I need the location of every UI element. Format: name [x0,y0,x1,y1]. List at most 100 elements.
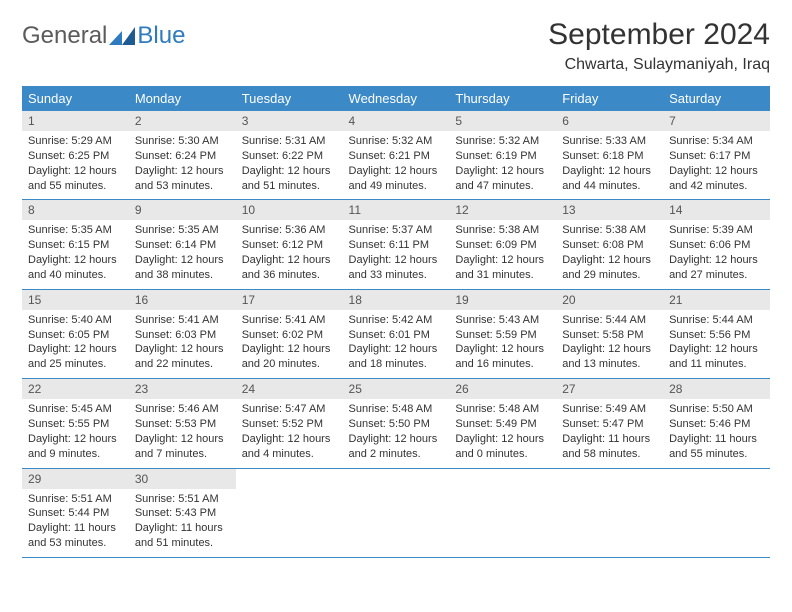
calendar-day-cell: 20Sunrise: 5:44 AMSunset: 5:58 PMDayligh… [556,289,663,378]
daylight-text: Daylight: 12 hours and 2 minutes. [349,432,444,462]
sunrise-text: Sunrise: 5:31 AM [242,134,337,149]
sunrise-text: Sunrise: 5:48 AM [455,402,550,417]
day-body: Sunrise: 5:50 AMSunset: 5:46 PMDaylight:… [663,399,770,467]
sunset-text: Sunset: 5:55 PM [28,417,123,432]
day-body: Sunrise: 5:49 AMSunset: 5:47 PMDaylight:… [556,399,663,467]
sunset-text: Sunset: 6:18 PM [562,149,657,164]
sunset-text: Sunset: 6:09 PM [455,238,550,253]
day-body: Sunrise: 5:44 AMSunset: 5:58 PMDaylight:… [556,310,663,378]
calendar-day-cell: 16Sunrise: 5:41 AMSunset: 6:03 PMDayligh… [129,289,236,378]
sunset-text: Sunset: 6:02 PM [242,328,337,343]
calendar-day-cell: 15Sunrise: 5:40 AMSunset: 6:05 PMDayligh… [22,289,129,378]
calendar-day-cell: 23Sunrise: 5:46 AMSunset: 5:53 PMDayligh… [129,379,236,468]
daylight-text: Daylight: 12 hours and 51 minutes. [242,164,337,194]
sunset-text: Sunset: 6:22 PM [242,149,337,164]
calendar-day-cell: 11Sunrise: 5:37 AMSunset: 6:11 PMDayligh… [343,200,450,289]
sunset-text: Sunset: 6:06 PM [669,238,764,253]
daylight-text: Daylight: 12 hours and 20 minutes. [242,342,337,372]
calendar-day-cell: 5Sunrise: 5:32 AMSunset: 6:19 PMDaylight… [449,111,556,200]
calendar-day-cell: 25Sunrise: 5:48 AMSunset: 5:50 PMDayligh… [343,379,450,468]
calendar-day-cell [236,468,343,557]
daylight-text: Daylight: 12 hours and 16 minutes. [455,342,550,372]
calendar-week-row: 8Sunrise: 5:35 AMSunset: 6:15 PMDaylight… [22,200,770,289]
day-number: 9 [129,200,236,220]
day-number: 15 [22,290,129,310]
day-body: Sunrise: 5:30 AMSunset: 6:24 PMDaylight:… [129,131,236,199]
sunset-text: Sunset: 5:50 PM [349,417,444,432]
sunset-text: Sunset: 5:49 PM [455,417,550,432]
sunrise-text: Sunrise: 5:43 AM [455,313,550,328]
calendar-day-cell: 18Sunrise: 5:42 AMSunset: 6:01 PMDayligh… [343,289,450,378]
day-body: Sunrise: 5:43 AMSunset: 5:59 PMDaylight:… [449,310,556,378]
calendar-table: Sunday Monday Tuesday Wednesday Thursday… [22,86,770,558]
day-number: 22 [22,379,129,399]
sunrise-text: Sunrise: 5:38 AM [455,223,550,238]
weekday-header-row: Sunday Monday Tuesday Wednesday Thursday… [22,86,770,111]
weekday-header: Sunday [22,86,129,111]
day-body: Sunrise: 5:44 AMSunset: 5:56 PMDaylight:… [663,310,770,378]
calendar-week-row: 22Sunrise: 5:45 AMSunset: 5:55 PMDayligh… [22,379,770,468]
daylight-text: Daylight: 12 hours and 42 minutes. [669,164,764,194]
day-body: Sunrise: 5:47 AMSunset: 5:52 PMDaylight:… [236,399,343,467]
daylight-text: Daylight: 12 hours and 36 minutes. [242,253,337,283]
day-body: Sunrise: 5:41 AMSunset: 6:03 PMDaylight:… [129,310,236,378]
daylight-text: Daylight: 11 hours and 51 minutes. [135,521,230,551]
calendar-day-cell [663,468,770,557]
sunrise-text: Sunrise: 5:49 AM [562,402,657,417]
sunrise-text: Sunrise: 5:46 AM [135,402,230,417]
daylight-text: Daylight: 12 hours and 13 minutes. [562,342,657,372]
calendar-week-row: 15Sunrise: 5:40 AMSunset: 6:05 PMDayligh… [22,289,770,378]
calendar-day-cell: 17Sunrise: 5:41 AMSunset: 6:02 PMDayligh… [236,289,343,378]
day-number: 29 [22,469,129,489]
day-number: 2 [129,111,236,131]
day-number: 28 [663,379,770,399]
calendar-day-cell [449,468,556,557]
sunrise-text: Sunrise: 5:39 AM [669,223,764,238]
day-number: 26 [449,379,556,399]
calendar-day-cell: 4Sunrise: 5:32 AMSunset: 6:21 PMDaylight… [343,111,450,200]
sunset-text: Sunset: 6:24 PM [135,149,230,164]
sunset-text: Sunset: 6:03 PM [135,328,230,343]
daylight-text: Daylight: 11 hours and 55 minutes. [669,432,764,462]
day-body: Sunrise: 5:29 AMSunset: 6:25 PMDaylight:… [22,131,129,199]
sunrise-text: Sunrise: 5:33 AM [562,134,657,149]
day-body: Sunrise: 5:33 AMSunset: 6:18 PMDaylight:… [556,131,663,199]
day-body: Sunrise: 5:48 AMSunset: 5:49 PMDaylight:… [449,399,556,467]
sunrise-text: Sunrise: 5:35 AM [28,223,123,238]
calendar-day-cell: 29Sunrise: 5:51 AMSunset: 5:44 PMDayligh… [22,468,129,557]
daylight-text: Daylight: 12 hours and 49 minutes. [349,164,444,194]
day-body: Sunrise: 5:35 AMSunset: 6:15 PMDaylight:… [22,220,129,288]
sunset-text: Sunset: 6:17 PM [669,149,764,164]
day-number: 14 [663,200,770,220]
title-block: September 2024 Chwarta, Sulaymaniyah, Ir… [548,18,770,74]
weekday-header: Monday [129,86,236,111]
calendar-day-cell: 21Sunrise: 5:44 AMSunset: 5:56 PMDayligh… [663,289,770,378]
day-number: 17 [236,290,343,310]
sunset-text: Sunset: 5:52 PM [242,417,337,432]
day-body: Sunrise: 5:37 AMSunset: 6:11 PMDaylight:… [343,220,450,288]
sunset-text: Sunset: 5:43 PM [135,506,230,521]
day-body: Sunrise: 5:32 AMSunset: 6:19 PMDaylight:… [449,131,556,199]
day-body: Sunrise: 5:42 AMSunset: 6:01 PMDaylight:… [343,310,450,378]
calendar-day-cell: 13Sunrise: 5:38 AMSunset: 6:08 PMDayligh… [556,200,663,289]
calendar-day-cell [556,468,663,557]
day-number: 16 [129,290,236,310]
day-number: 13 [556,200,663,220]
sunrise-text: Sunrise: 5:30 AM [135,134,230,149]
calendar-day-cell: 6Sunrise: 5:33 AMSunset: 6:18 PMDaylight… [556,111,663,200]
calendar-week-row: 1Sunrise: 5:29 AMSunset: 6:25 PMDaylight… [22,111,770,200]
calendar-day-cell: 19Sunrise: 5:43 AMSunset: 5:59 PMDayligh… [449,289,556,378]
sunrise-text: Sunrise: 5:40 AM [28,313,123,328]
daylight-text: Daylight: 12 hours and 18 minutes. [349,342,444,372]
sunset-text: Sunset: 6:08 PM [562,238,657,253]
day-number: 19 [449,290,556,310]
location-label: Chwarta, Sulaymaniyah, Iraq [548,56,770,74]
sunrise-text: Sunrise: 5:42 AM [349,313,444,328]
calendar-day-cell: 30Sunrise: 5:51 AMSunset: 5:43 PMDayligh… [129,468,236,557]
day-body: Sunrise: 5:35 AMSunset: 6:14 PMDaylight:… [129,220,236,288]
weekday-header: Wednesday [343,86,450,111]
header: General Blue September 2024 Chwarta, Sul… [22,18,770,74]
sunset-text: Sunset: 5:56 PM [669,328,764,343]
day-number: 21 [663,290,770,310]
day-body: Sunrise: 5:51 AMSunset: 5:44 PMDaylight:… [22,489,129,557]
